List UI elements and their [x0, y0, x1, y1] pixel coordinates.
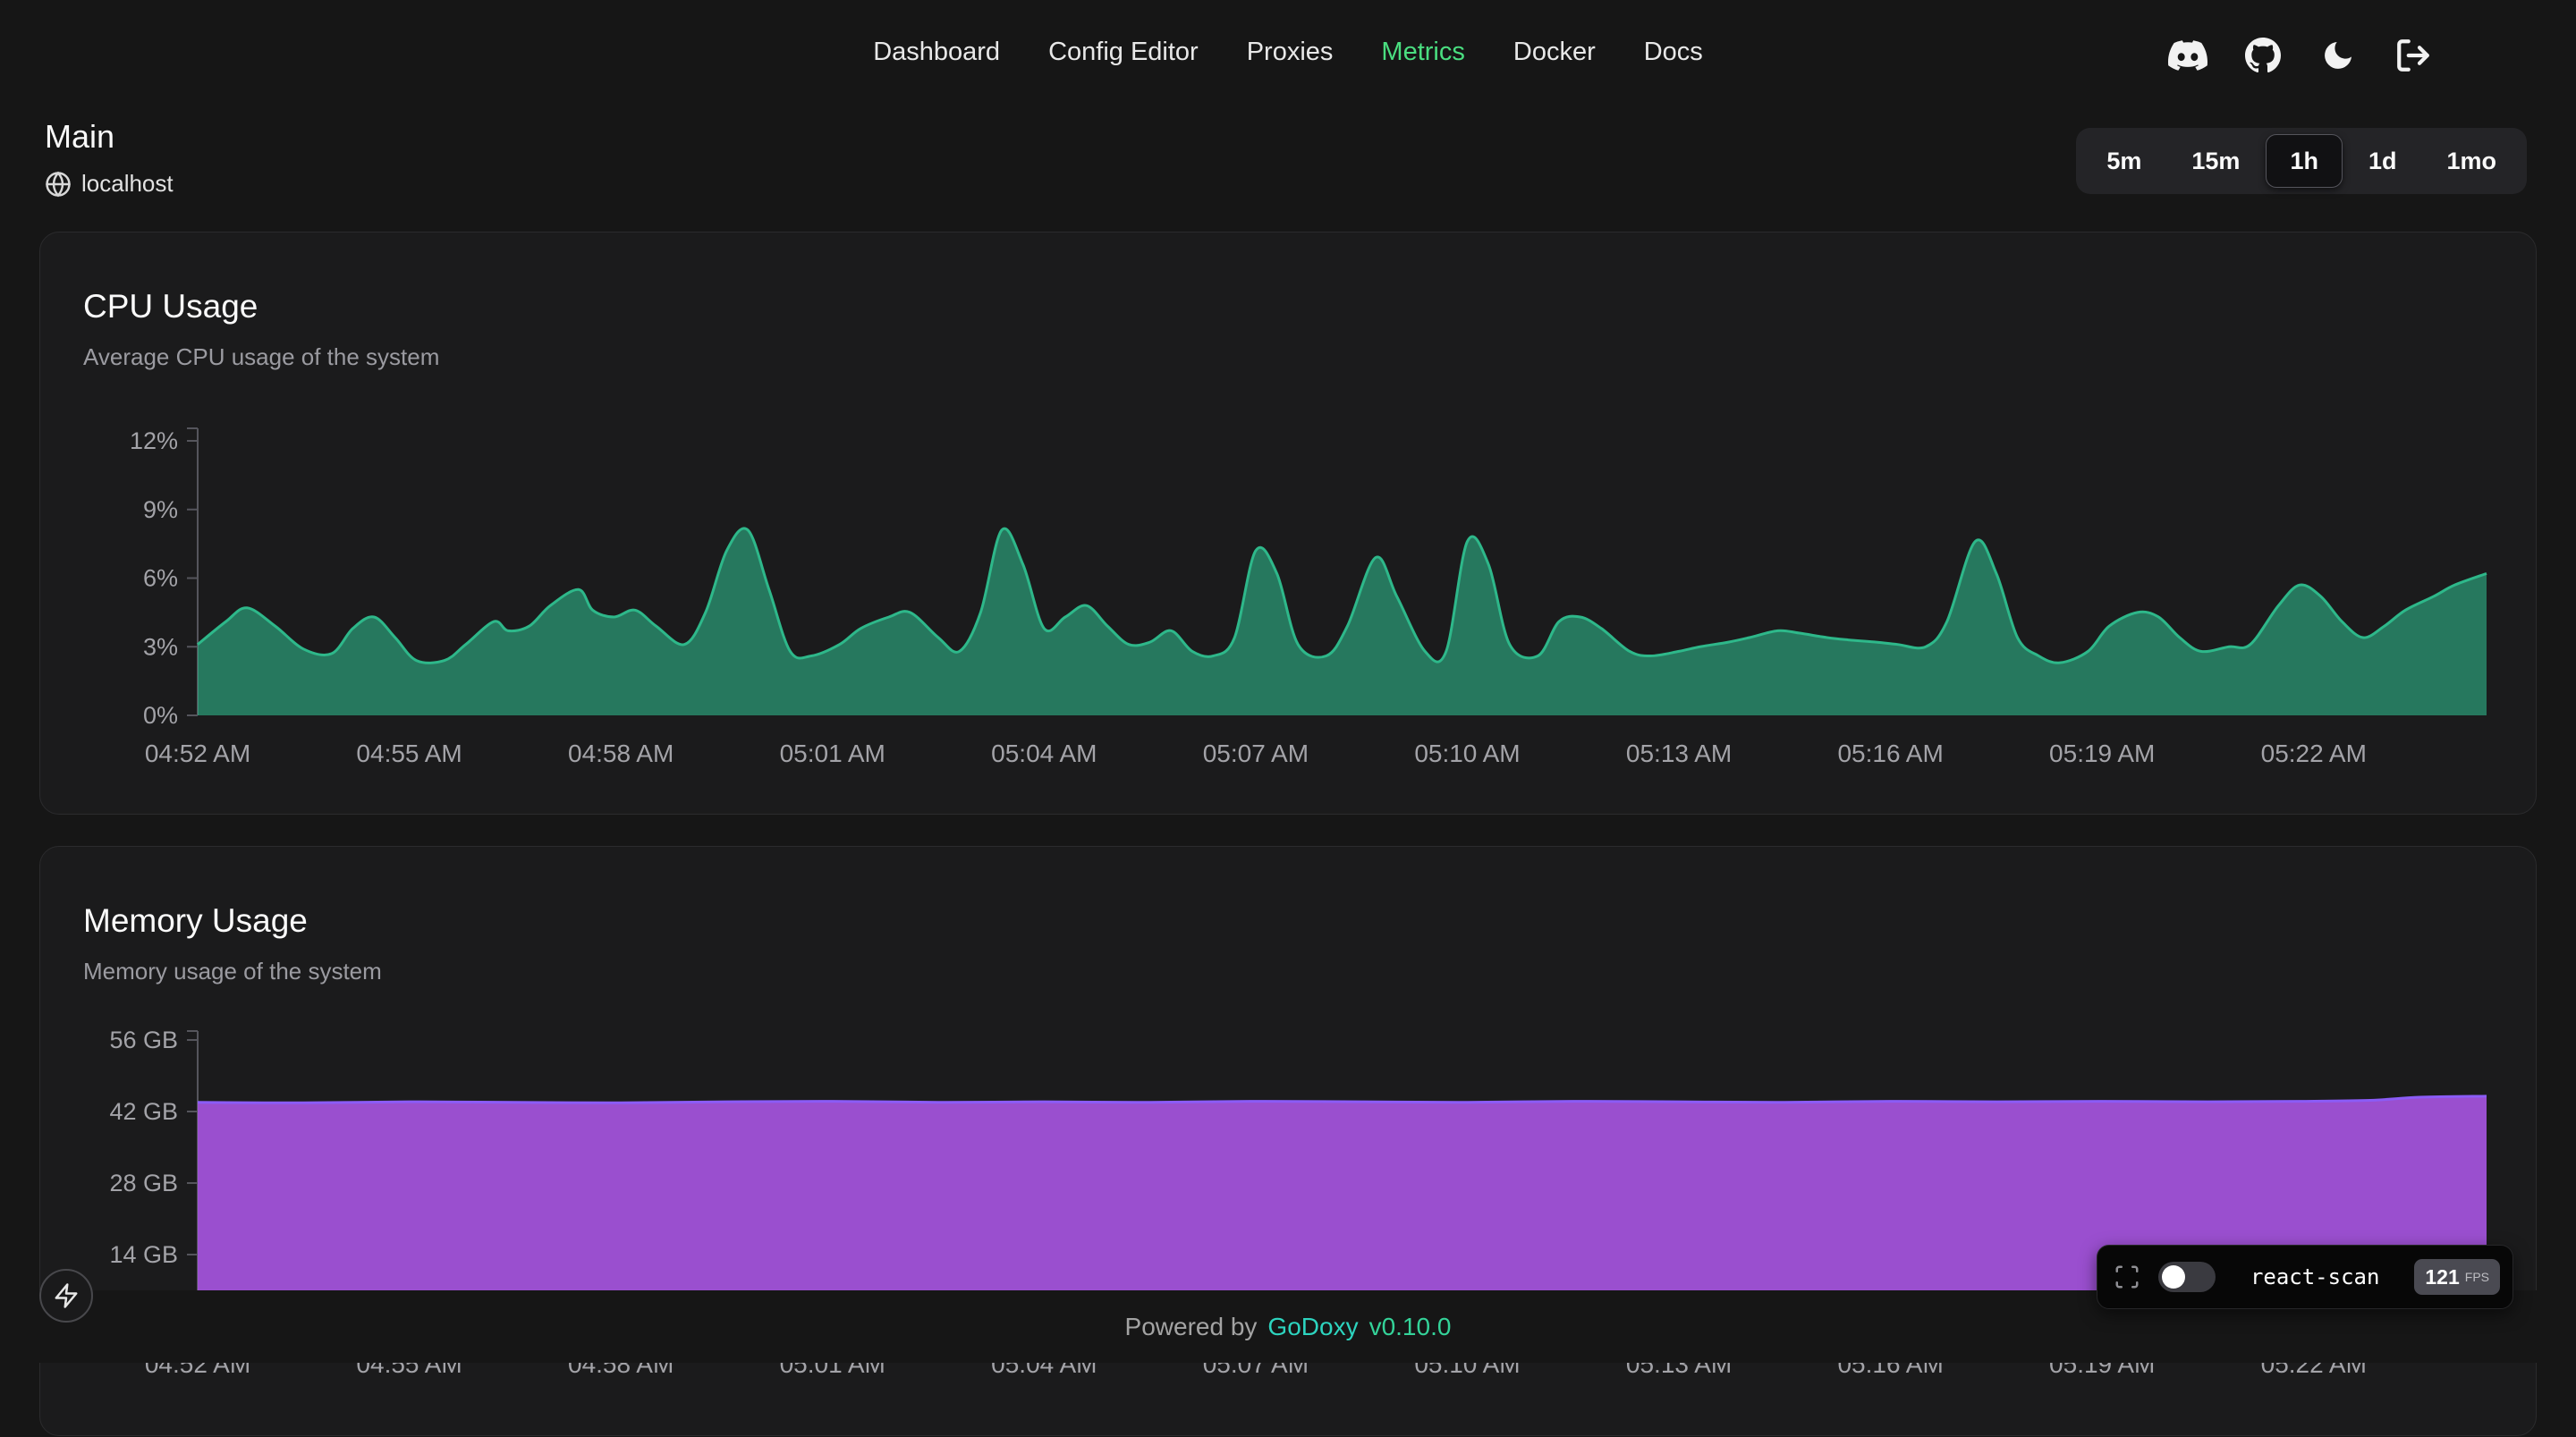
memory-card-title: Memory Usage — [83, 902, 308, 939]
cpu-card-title: CPU Usage — [83, 288, 258, 325]
react-scan-toggle[interactable] — [2158, 1262, 2216, 1292]
host-row: localhost — [45, 170, 174, 198]
header-icon-group — [2168, 36, 2433, 75]
logout-icon[interactable] — [2394, 36, 2433, 75]
svg-text:28 GB: 28 GB — [109, 1170, 178, 1196]
cpu-card-subtitle: Average CPU usage of the system — [83, 343, 440, 370]
time-range-15m[interactable]: 15m — [2167, 134, 2264, 188]
time-range-1mo[interactable]: 1mo — [2422, 134, 2521, 188]
cpu-usage-chart[interactable]: 0% 3% 6% 9% 12% 04:52 AM 04:55 AM 04:58 AM 05:01… — [40, 232, 2538, 816]
page-heading: Main localhost — [45, 118, 174, 198]
page-title: Main — [45, 118, 115, 155]
nav-item-metrics[interactable]: Metrics — [1381, 38, 1465, 66]
svg-text:9%: 9% — [143, 496, 178, 523]
inspect-icon[interactable] — [2114, 1264, 2140, 1290]
svg-text:0%: 0% — [143, 702, 178, 729]
react-scan-label: react-scan — [2250, 1264, 2380, 1289]
globe-icon — [45, 171, 72, 198]
svg-text:05:16 AM: 05:16 AM — [1837, 740, 1943, 767]
svg-text:05:22 AM: 05:22 AM — [2261, 740, 2367, 767]
svg-text:05:10 AM: 05:10 AM — [1414, 740, 1520, 767]
lightning-bolt-icon — [55, 1283, 78, 1308]
fps-unit: FPS — [2464, 1270, 2489, 1284]
host-label: localhost — [81, 170, 174, 197]
svg-text:05:04 AM: 05:04 AM — [991, 740, 1097, 767]
svg-text:12%: 12% — [130, 427, 178, 454]
svg-text:05:07 AM: 05:07 AM — [1203, 740, 1309, 767]
nav-item-docs[interactable]: Docs — [1643, 38, 1703, 66]
memory-card-subtitle: Memory usage of the system — [83, 958, 382, 985]
nav-item-config-editor[interactable]: Config Editor — [1048, 38, 1199, 66]
fps-badge: 121 FPS — [2414, 1259, 2500, 1295]
svg-text:05:19 AM: 05:19 AM — [2049, 740, 2155, 767]
discord-icon[interactable] — [2168, 36, 2207, 75]
footer-version-link[interactable]: v0.10.0 — [1368, 1312, 1452, 1340]
footer-powered-by: Powered by — [1124, 1312, 1258, 1340]
svg-text:04:52 AM: 04:52 AM — [145, 740, 250, 767]
svg-text:42 GB: 42 GB — [109, 1098, 178, 1125]
svg-text:3%: 3% — [143, 633, 178, 660]
cpu-usage-card: CPU Usage Average CPU usage of the syste… — [39, 232, 2537, 815]
nav-item-proxies[interactable]: Proxies — [1246, 38, 1334, 66]
lightning-button[interactable] — [39, 1269, 93, 1323]
svg-text:04:58 AM: 04:58 AM — [568, 740, 674, 767]
nav-item-docker[interactable]: Docker — [1513, 38, 1596, 66]
react-scan-toolbar: react-scan 121 FPS — [2097, 1245, 2513, 1309]
svg-text:04:55 AM: 04:55 AM — [356, 740, 462, 767]
fps-value: 121 — [2425, 1264, 2460, 1289]
time-range-1d[interactable]: 1d — [2344, 134, 2421, 188]
time-range-selector: 5m 15m 1h 1d 1mo — [2076, 128, 2527, 194]
svg-text:14 GB: 14 GB — [109, 1241, 178, 1268]
dark-mode-moon-icon[interactable] — [2318, 36, 2358, 75]
svg-text:05:13 AM: 05:13 AM — [1626, 740, 1732, 767]
svg-text:05:01 AM: 05:01 AM — [780, 740, 886, 767]
svg-text:56 GB: 56 GB — [109, 1027, 178, 1053]
time-range-1h[interactable]: 1h — [2266, 134, 2343, 188]
footer-brand-link[interactable]: GoDoxy — [1267, 1312, 1359, 1340]
github-icon[interactable] — [2243, 36, 2283, 75]
toggle-knob — [2162, 1265, 2185, 1289]
svg-text:6%: 6% — [143, 565, 178, 592]
time-range-5m[interactable]: 5m — [2082, 134, 2165, 188]
nav-item-dashboard[interactable]: Dashboard — [873, 38, 1001, 66]
top-navigation: Dashboard Config Editor Proxies Metrics … — [873, 38, 1703, 67]
